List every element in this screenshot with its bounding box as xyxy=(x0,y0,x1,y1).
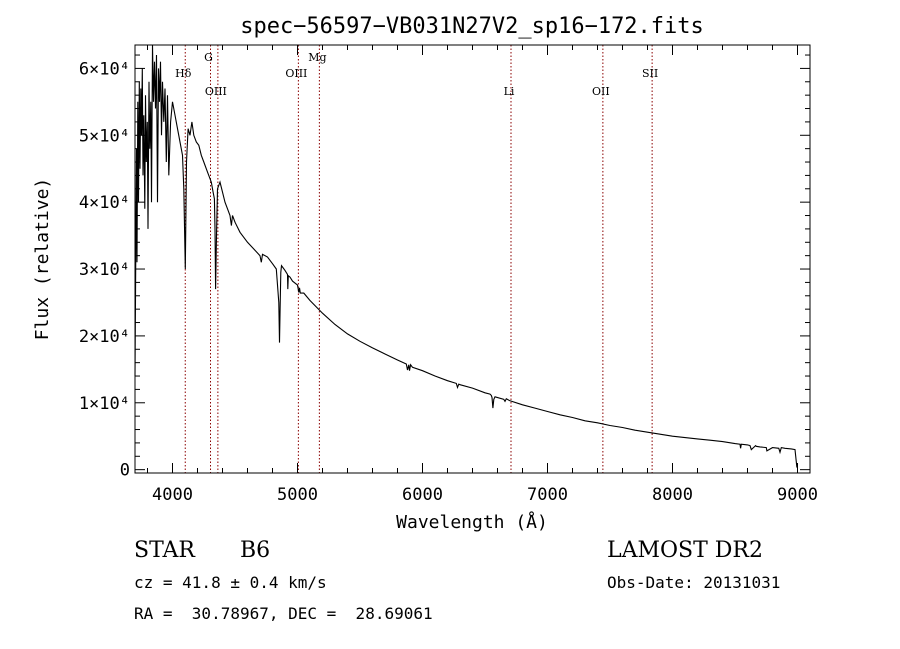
x-tick-label: 6000 xyxy=(402,485,443,505)
y-tick-label: 3×10⁴ xyxy=(79,260,130,280)
redshift-cz: cz = 41.8 ± 0.4 km/s xyxy=(134,573,327,592)
obs-date: Obs-Date: 20131031 xyxy=(607,573,781,592)
subclass: B6 xyxy=(240,538,271,563)
line-marker-label: Hδ xyxy=(175,67,192,80)
x-axis: 4000 5000 6000 7000 8000 9000 xyxy=(147,45,818,505)
x-tick-label: 9000 xyxy=(777,485,818,505)
y-tick-label: 1×10⁴ xyxy=(79,394,130,414)
y-tick-label: 2×10⁴ xyxy=(79,327,130,347)
line-marker-label: SII xyxy=(642,67,658,80)
line-marker-label: OII xyxy=(592,85,610,98)
survey-label: LAMOST DR2 xyxy=(607,538,763,563)
line-marker-label: OIII xyxy=(285,67,307,80)
coordinates: RA = 30.78967, DEC = 28.69061 xyxy=(134,604,433,623)
y-tick-label: 6×10⁴ xyxy=(79,59,130,79)
plot-frame xyxy=(134,44,811,474)
x-tick-label: 8000 xyxy=(652,485,693,505)
y-axis: 0 1×10⁴ 2×10⁴ 3×10⁴ 4×10⁴ 5×10⁴ 6×10⁴ xyxy=(79,54,810,481)
x-tick-label: 5000 xyxy=(277,485,318,505)
line-marker-label: Li xyxy=(504,85,515,98)
x-tick-label: 7000 xyxy=(527,485,568,505)
y-tick-label: 4×10⁴ xyxy=(79,193,130,213)
line-marker-label: G xyxy=(204,51,213,64)
object-type: STAR xyxy=(134,538,195,563)
y-tick-label: 5×10⁴ xyxy=(79,126,130,146)
x-axis-label: Wavelength (Å) xyxy=(396,511,548,533)
line-marker-label: OIII xyxy=(205,85,227,98)
chart-title: spec−56597−VB031N27V2_sp16−172.fits xyxy=(240,14,704,39)
line-marker-label: Mg xyxy=(308,51,326,64)
spectrum-line xyxy=(134,44,798,468)
y-axis-label: Flux (relative) xyxy=(32,178,53,341)
y-tick-label: 0 xyxy=(120,461,130,481)
x-tick-label: 4000 xyxy=(152,485,193,505)
